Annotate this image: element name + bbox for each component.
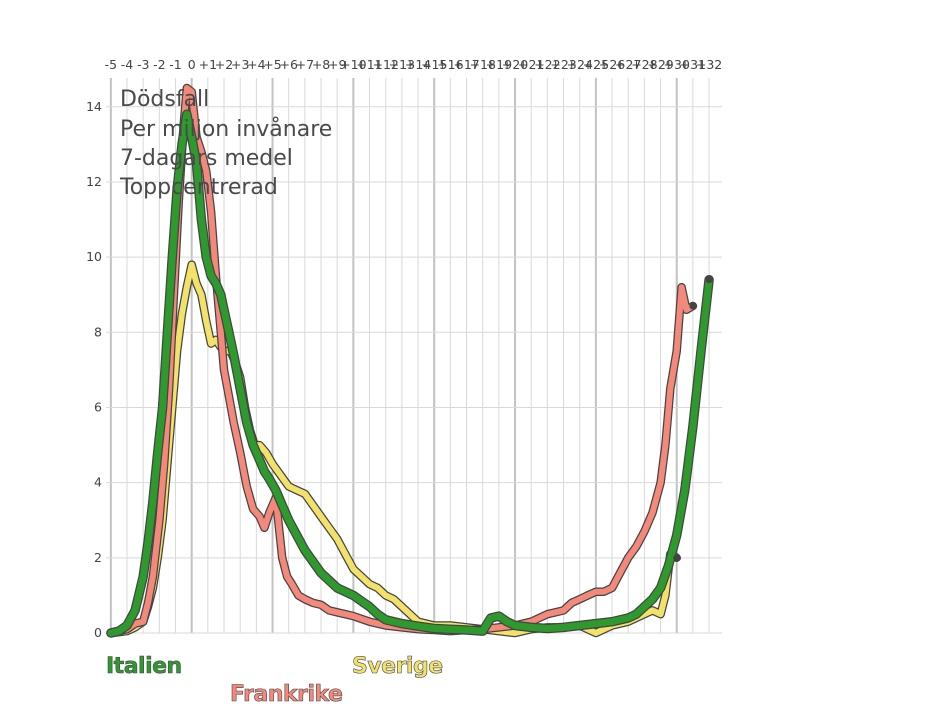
x-tick-label: +12 [373,57,399,72]
x-tick-label: -1 [169,57,181,72]
y-tick-label: 12 [86,174,102,189]
y-tick-label: 2 [94,550,102,565]
x-tick-label: -5 [105,57,117,72]
x-tick-label: +7 [296,57,314,72]
series-layer [106,83,714,638]
y-tick-label: 0 [94,625,102,640]
title-line-3: 7-dagars medel [120,146,293,171]
series-outline-sverige [106,260,681,638]
x-tick-label: +22 [534,57,560,72]
x-tick-label: +23 [550,57,576,72]
x-tick-label: +4 [247,57,265,72]
x-tick-label: 0 [188,57,196,72]
y-tick-label: 8 [94,324,102,339]
x-tick-label: +20 [502,57,528,72]
series-endpoint-italien [705,276,713,284]
x-tick-label: +10 [340,57,366,72]
x-tick-label: +18 [470,57,496,72]
x-tick-label: +32 [696,57,722,72]
x-tick-label: +8 [312,57,330,72]
title-line-2: Per miljon invånare [120,116,332,142]
x-tick-label: -3 [137,57,149,72]
grid [106,78,722,634]
y-tick-label: 4 [94,475,102,490]
x-tick-label: +16 [437,57,463,72]
x-tick-label: +5 [263,57,281,72]
y-tick-label: 14 [86,99,102,114]
x-tick-label: +27 [615,57,641,72]
y-tick-label: 6 [94,399,102,414]
x-tick-label: +11 [356,57,382,72]
x-tick-label: +26 [599,57,625,72]
series-endpoints [673,276,713,562]
x-tick-label: +21 [518,57,544,72]
x-tick-label: +28 [631,57,657,72]
x-axis: -5 -4 -3 -2 -1 0 +1+2+3+4+5+6+7+8+9+10+11+12+1… [105,57,723,72]
legend-italien: Italien [106,654,182,679]
x-tick-label: +24 [567,57,593,72]
x-tick-label: +17 [453,57,479,72]
x-tick-label: +25 [583,57,609,72]
x-tick-label: -2 [153,57,165,72]
x-tick-label: +6 [279,57,297,72]
y-tick-label: 10 [86,249,102,264]
title-line-1: Dödsfall [120,87,209,112]
series-endpoint-sverige [673,554,681,562]
series-line-sverige [107,261,680,636]
x-tick-label: +15 [421,57,447,72]
x-tick-label: +2 [215,57,233,72]
series-line-italien [107,110,713,637]
x-tick-label: -4 [121,57,134,72]
x-tick-label: +1 [199,57,217,72]
x-tick-label: +13 [389,57,415,72]
legend-sverige: Sverige [352,654,443,679]
title-line-4: Toppcentrerad [119,175,278,200]
x-tick-label: +31 [680,57,706,72]
x-tick-label: +14 [405,57,431,72]
x-tick-label: +30 [664,57,690,72]
x-tick-label: +29 [647,57,673,72]
x-tick-label: +3 [231,57,249,72]
series-endpoint-frankrike [689,302,697,310]
legend-frankrike: Frankrike [230,682,342,707]
x-tick-label: +9 [328,57,346,72]
y-axis: 0 2 4 6 8 10 12 14 [86,99,102,640]
x-tick-label: +19 [486,57,512,72]
